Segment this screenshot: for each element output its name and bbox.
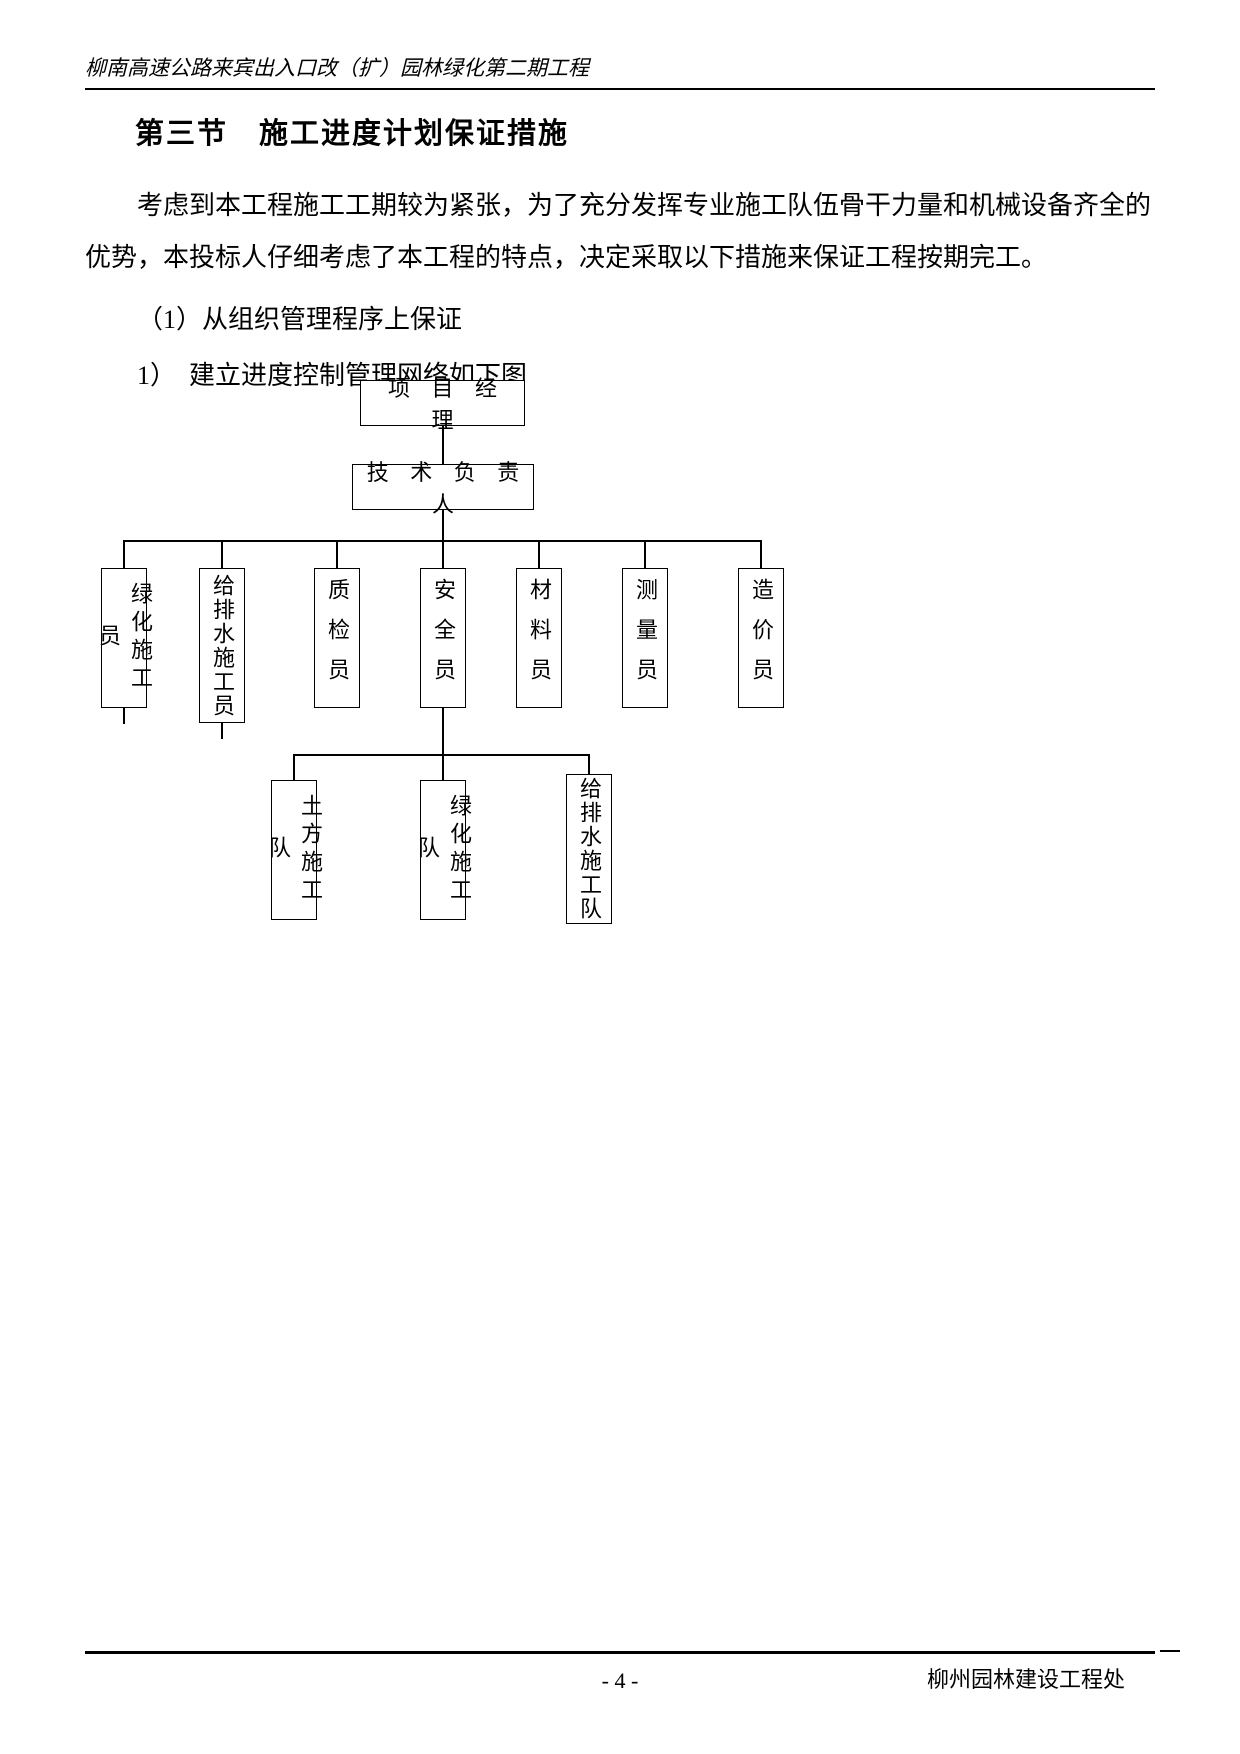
connector <box>442 540 444 568</box>
connector <box>123 540 125 568</box>
label-cost-engineer: 造价员 <box>745 578 777 698</box>
label-project-manager: 项 目 经 理 <box>369 371 524 435</box>
node-green-engineer: 绿化施工员 <box>101 568 147 708</box>
label-drainage-team: 给排水施工队 <box>573 777 605 921</box>
connector <box>221 723 223 739</box>
connector <box>644 540 646 568</box>
footer-dash <box>1160 1650 1180 1652</box>
label-tech-lead: 技 术 负 责 人 <box>361 455 533 519</box>
connector-bus-teams <box>293 754 589 756</box>
connector <box>123 708 125 724</box>
node-cost-engineer: 造价员 <box>738 568 784 708</box>
node-surveyor: 测量员 <box>622 568 668 708</box>
node-earthwork-team: 土方施工队 <box>271 780 317 920</box>
org-chart: 项 目 经 理 技 术 负 责 人 绿化施工员 给排水施工员 质检员 安全员 材… <box>85 380 1155 940</box>
node-tech-lead: 技 术 负 责 人 <box>352 464 534 510</box>
connector <box>336 540 338 568</box>
list-item-1: （1）从组织管理程序上保证 <box>137 294 1155 346</box>
node-drainage-team: 给排水施工队 <box>566 774 612 924</box>
node-material-officer: 材料员 <box>516 568 562 708</box>
page-header: 柳南高速公路来宾出入口改（扩）园林绿化第二期工程 <box>85 52 1155 90</box>
header-text: 柳南高速公路来宾出入口改（扩）园林绿化第二期工程 <box>85 56 589 80</box>
label-drainage-engineer: 给排水施工员 <box>206 574 238 718</box>
content-area: 第三节 施工进度计划保证措施 考虑到本工程施工工期较为紧张，为了充分发挥专业施工… <box>85 110 1155 402</box>
label-surveyor: 测量员 <box>629 578 661 698</box>
label-greening-team: 绿化施工队 <box>411 781 475 919</box>
footer-rule <box>85 1651 1155 1654</box>
node-greening-team: 绿化施工队 <box>420 780 466 920</box>
connector <box>442 708 444 754</box>
connector <box>538 540 540 568</box>
node-drainage-engineer: 给排水施工员 <box>199 568 245 723</box>
label-green-engineer: 绿化施工员 <box>92 569 156 707</box>
intro-paragraph: 考虑到本工程施工工期较为紧张，为了充分发挥专业施工队伍骨干力量和机械设备齐全的优… <box>85 180 1155 284</box>
label-safety-officer: 安全员 <box>427 578 459 698</box>
connector <box>221 540 223 568</box>
connector <box>442 510 444 540</box>
label-quality-inspector: 质检员 <box>321 578 353 698</box>
connector <box>588 754 590 774</box>
connector <box>293 754 295 780</box>
connector <box>760 540 762 568</box>
node-safety-officer: 安全员 <box>420 568 466 708</box>
node-quality-inspector: 质检员 <box>314 568 360 708</box>
connector <box>442 754 444 780</box>
footer-org: 柳州园林建设工程处 <box>927 1662 1125 1694</box>
label-material-officer: 材料员 <box>523 578 555 698</box>
section-title: 第三节 施工进度计划保证措施 <box>135 110 1155 152</box>
node-project-manager: 项 目 经 理 <box>360 380 525 426</box>
label-earthwork-team: 土方施工队 <box>262 781 326 919</box>
